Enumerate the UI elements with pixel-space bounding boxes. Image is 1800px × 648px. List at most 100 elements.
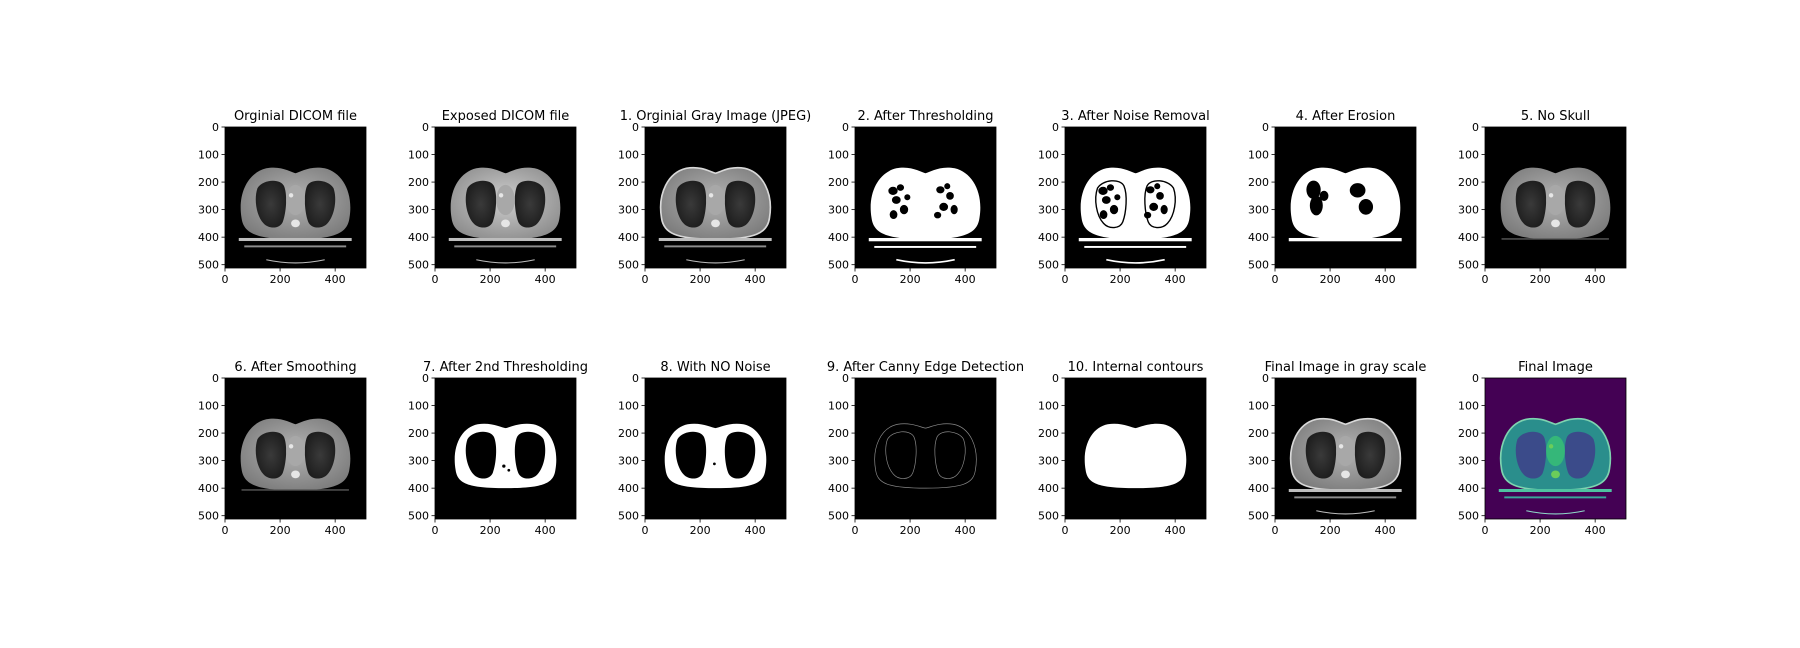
panel-title: 8. With NO Noise (660, 360, 770, 375)
mediastinum (706, 184, 725, 216)
axes-frame (1064, 126, 1207, 269)
left-lung-mask (465, 431, 497, 479)
axes-frame (1274, 377, 1417, 520)
lung-region (1109, 204, 1119, 215)
table-arc-mask (896, 258, 955, 264)
axes-frame (854, 377, 997, 520)
y-tick-label: 300 (198, 204, 219, 217)
table-arc (686, 259, 745, 264)
y-tick-label: 300 (408, 204, 429, 217)
axes-frame (434, 126, 577, 269)
table-rail-mask (874, 245, 977, 248)
lung-region (1106, 184, 1115, 191)
x-tick-label: 0 (1062, 273, 1069, 286)
spine (711, 219, 720, 228)
spine (501, 219, 510, 228)
y-tick-label: 0 (1262, 372, 1269, 385)
image-plot (1065, 127, 1206, 268)
y-tick-label: 500 (618, 259, 639, 272)
table-mask (1288, 237, 1402, 242)
y-tick-label: 200 (828, 427, 849, 440)
table-rail (1294, 496, 1397, 499)
lung-region (888, 186, 898, 196)
x-tick-label: 0 (1272, 524, 1279, 537)
image-plot (1485, 378, 1626, 519)
y-tick-label: 500 (618, 510, 639, 523)
y-tick-label: 0 (842, 121, 849, 134)
y-tick-label: 200 (1038, 427, 1059, 440)
y-tick-label: 0 (422, 372, 429, 385)
y-tick-label: 500 (1248, 259, 1269, 272)
y-tick-label: 100 (408, 149, 429, 162)
left-lung-mask (675, 431, 707, 479)
y-tick-label: 300 (828, 204, 849, 217)
x-tick-label: 200 (1530, 524, 1551, 537)
spine (291, 219, 300, 228)
x-tick-label: 400 (745, 524, 766, 537)
airway (713, 462, 716, 466)
y-tick-label: 200 (408, 427, 429, 440)
y-tick-label: 200 (618, 427, 639, 440)
y-tick-label: 500 (408, 510, 429, 523)
spine (1551, 470, 1560, 479)
mediastinum (1336, 435, 1355, 467)
y-tick-label: 300 (1248, 455, 1269, 468)
x-tick-label: 0 (432, 273, 439, 286)
y-tick-label: 300 (408, 455, 429, 468)
y-tick-label: 300 (618, 455, 639, 468)
image-plot (855, 378, 996, 519)
filled-contour-mask (1084, 423, 1187, 489)
x-tick-label: 400 (955, 524, 976, 537)
y-tick-label: 400 (1248, 231, 1269, 244)
image-plot (1485, 127, 1626, 268)
x-tick-label: 0 (1482, 524, 1489, 537)
aorta (1338, 444, 1344, 449)
body-mask (1080, 167, 1191, 240)
y-tick-label: 100 (1038, 149, 1059, 162)
right-lung (1354, 431, 1386, 479)
table-rail (1504, 496, 1607, 499)
chart-panel: 7. After 2nd Thresholding010020030040050… (408, 360, 588, 537)
y-tick-label: 200 (618, 176, 639, 189)
mediastinum (496, 184, 515, 216)
panel-title: 7. After 2nd Thresholding (423, 360, 588, 375)
x-tick-label: 400 (955, 273, 976, 286)
y-tick-label: 400 (1038, 482, 1059, 495)
left-lung (465, 180, 497, 228)
lung-region (889, 210, 898, 219)
lung-region (1306, 180, 1321, 200)
x-tick-label: 0 (1272, 273, 1279, 286)
y-tick-label: 200 (1458, 176, 1479, 189)
panel-title: Exposed DICOM file (442, 109, 570, 124)
image-plot (855, 127, 996, 268)
left-lung (255, 180, 287, 228)
lung-region (1160, 204, 1168, 215)
y-tick-label: 0 (1262, 121, 1269, 134)
chart-panel: Final Image in gray scale010020030040050… (1248, 360, 1426, 537)
x-tick-label: 0 (432, 524, 439, 537)
right-lung-mask (514, 431, 546, 479)
table-rail (454, 245, 557, 248)
table-arc (476, 259, 535, 264)
aorta (1548, 193, 1554, 198)
x-tick-label: 0 (852, 273, 859, 286)
lung-region (1149, 202, 1159, 211)
x-tick-label: 200 (900, 273, 921, 286)
y-tick-label: 300 (1458, 204, 1479, 217)
x-tick-label: 0 (852, 524, 859, 537)
axes-frame (1484, 377, 1627, 520)
y-tick-label: 100 (1458, 400, 1479, 413)
aorta (288, 193, 294, 198)
right-lung-edge (934, 431, 966, 479)
panel-title: 6. After Smoothing (234, 360, 356, 375)
mediastinum (1546, 435, 1565, 467)
y-tick-label: 100 (1458, 149, 1479, 162)
y-tick-label: 0 (842, 372, 849, 385)
left-lung-edge (885, 431, 917, 479)
